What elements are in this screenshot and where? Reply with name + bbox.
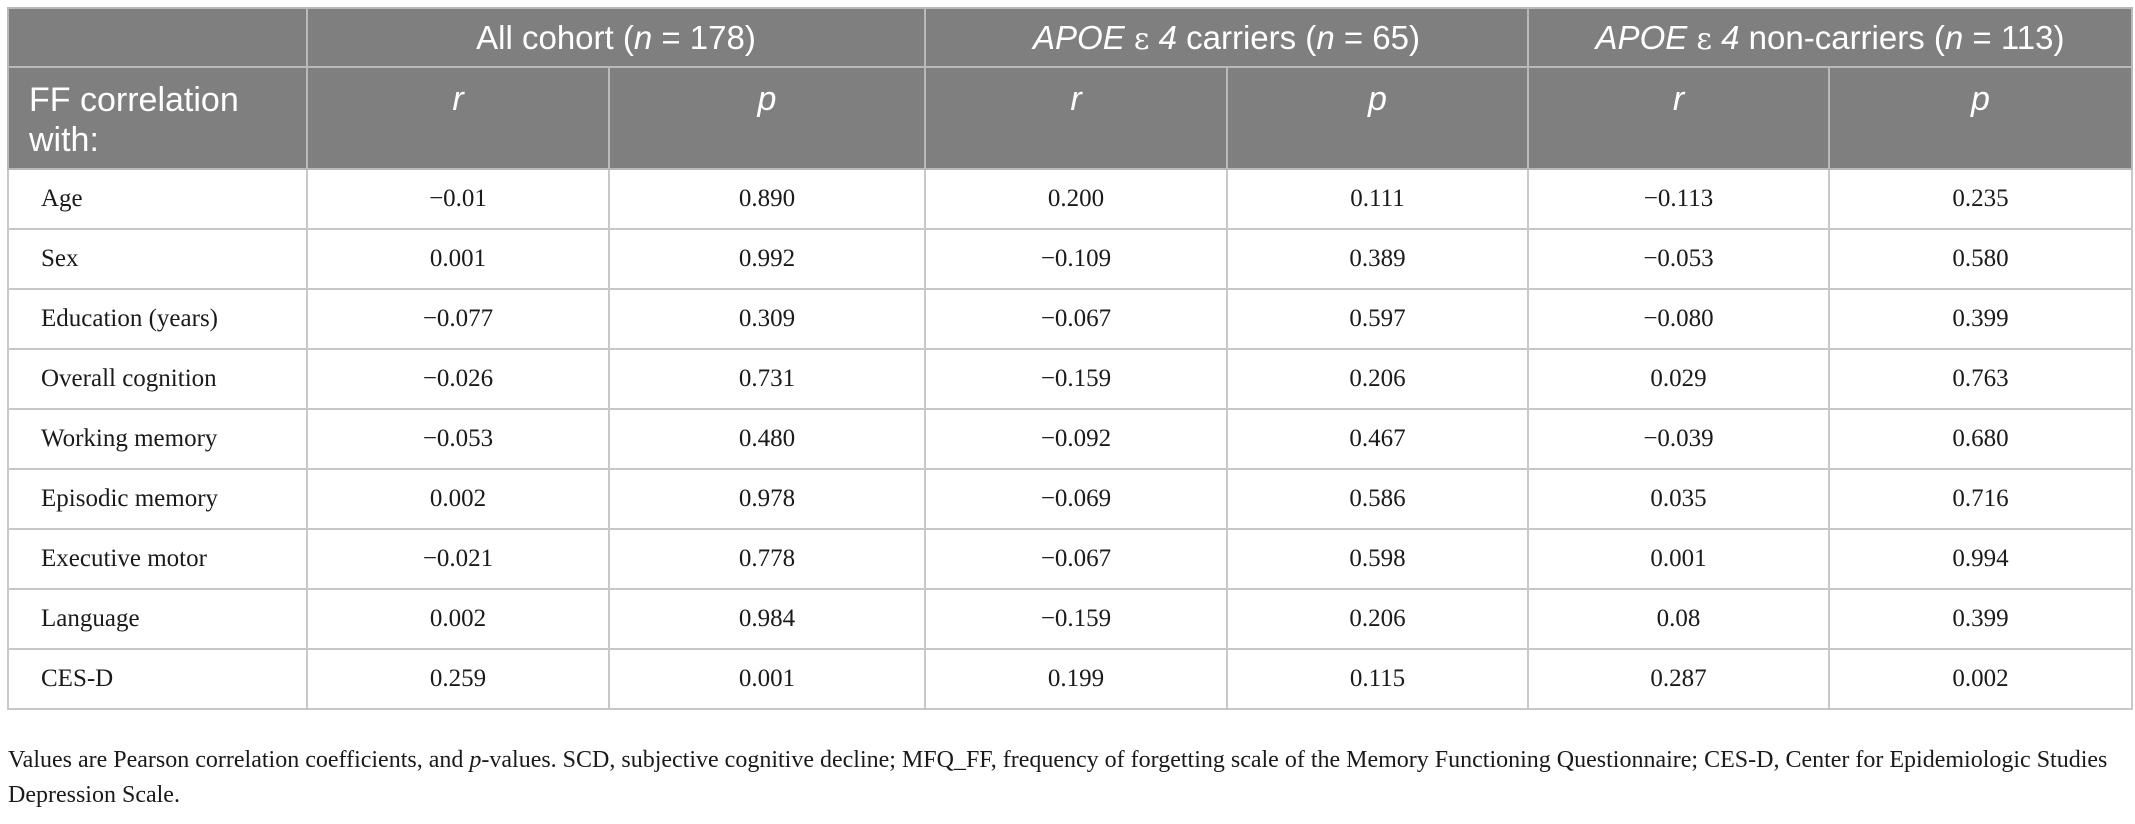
table-row: Sex 0.001 0.992 −0.109 0.389 −0.053 0.580: [7, 228, 2134, 290]
cell-p-value: 0.206: [1226, 348, 1529, 410]
cell-p-value: 0.115: [1226, 648, 1529, 710]
table-row: Working memory −0.053 0.480 −0.092 0.467 −0.0…: [7, 408, 2134, 470]
table-row: Episodic memory 0.002 0.978 −0.069 0.586 0.03…: [7, 468, 2134, 530]
table-row: Language 0.002 0.984 −0.159 0.206 0.08 0.399: [7, 588, 2134, 650]
cell-r-value: −0.067: [924, 528, 1228, 590]
cell-p-value: 0.480: [608, 408, 926, 470]
row-header-label: FF correlation with:: [7, 66, 308, 170]
cell-p-value: 0.389: [1226, 228, 1529, 290]
table-row: Age −0.01 0.890 0.200 0.111 −0.113 0.235: [7, 168, 2134, 230]
cell-p-value: 0.206: [1226, 588, 1529, 650]
correlation-table: All cohort (n = 178) APOE ε 4 carriers (…: [7, 7, 2134, 710]
cell-r-value: −0.021: [306, 528, 610, 590]
table-row: Executive motor −0.021 0.778 −0.067 0.598 0.0…: [7, 528, 2134, 590]
cell-r-value: −0.159: [924, 588, 1228, 650]
row-label: Executive motor: [7, 528, 308, 590]
column-header-row: FF correlation with: r p r p r p: [7, 66, 2134, 170]
column-header-r: r: [924, 66, 1228, 170]
cell-p-value: 0.580: [1827, 228, 2134, 290]
cell-p-value: 0.467: [1226, 408, 1529, 470]
row-label: Working memory: [7, 408, 308, 470]
cell-r-value: 0.029: [1527, 348, 1830, 410]
cell-r-value: 0.200: [924, 168, 1228, 230]
cell-r-value: 0.035: [1527, 468, 1830, 530]
cell-r-value: 0.001: [306, 228, 610, 290]
column-header-p: p: [608, 66, 926, 170]
cell-p-value: 0.731: [608, 348, 926, 410]
cell-p-value: 0.002: [1827, 648, 2134, 710]
row-label: Overall cognition: [7, 348, 308, 410]
group-header-carriers: APOE ε 4 carriers (n = 65): [924, 7, 1529, 68]
cell-p-value: 0.001: [608, 648, 926, 710]
cell-p-value: 0.992: [608, 228, 926, 290]
table-footnote: Values are Pearson correlation coefficie…: [8, 747, 2108, 808]
cell-p-value: 0.763: [1827, 348, 2134, 410]
row-label: Episodic memory: [7, 468, 308, 530]
cell-r-value: 0.199: [924, 648, 1228, 710]
table-row: CES-D 0.259 0.001 0.199 0.115 0.287 0.002: [7, 648, 2134, 710]
cell-r-value: 0.002: [306, 468, 610, 530]
cell-p-value: 0.111: [1226, 168, 1529, 230]
column-header-r: r: [1527, 66, 1830, 170]
cell-p-value: 0.586: [1226, 468, 1529, 530]
cell-p-value: 0.399: [1827, 588, 2134, 650]
cell-p-value: 0.890: [608, 168, 926, 230]
cell-p-value: 0.984: [608, 588, 926, 650]
cell-r-value: 0.259: [306, 648, 610, 710]
cell-r-value: −0.109: [924, 228, 1228, 290]
group-header-non-carriers: APOE ε 4 non-carriers (n = 113): [1526, 7, 2134, 68]
header-corner: [7, 7, 308, 68]
column-header-p: p: [1827, 66, 2134, 170]
cell-p-value: 0.716: [1827, 468, 2134, 530]
cell-r-value: −0.053: [306, 408, 610, 470]
cell-r-value: 0.001: [1527, 528, 1830, 590]
column-header-p: p: [1226, 66, 1529, 170]
cell-r-value: 0.08: [1527, 588, 1830, 650]
cell-p-value: 0.399: [1827, 288, 2134, 350]
cell-p-value: 0.598: [1226, 528, 1529, 590]
cell-p-value: 0.978: [608, 468, 926, 530]
row-label: Sex: [7, 228, 308, 290]
table-row: Education (years) −0.077 0.309 −0.067 0.597−…: [7, 288, 2134, 350]
cell-p-value: 0.778: [608, 528, 926, 590]
cell-r-value: −0.113: [1527, 168, 1830, 230]
cell-p-value: 0.309: [608, 288, 926, 350]
group-header-all-cohort: All cohort (n = 178): [306, 7, 926, 68]
row-label: Language: [7, 588, 308, 650]
table-body: Age −0.01 0.890 0.200 0.111 −0.113 0.235 Sex 0.0…: [7, 168, 2134, 710]
cell-r-value: −0.077: [306, 288, 610, 350]
cell-p-value: 0.235: [1827, 168, 2134, 230]
cell-r-value: −0.159: [924, 348, 1228, 410]
cell-r-value: −0.067: [924, 288, 1228, 350]
row-label: Age: [7, 168, 308, 230]
cell-r-value: −0.039: [1527, 408, 1830, 470]
cell-r-value: −0.053: [1527, 228, 1830, 290]
column-header-r: r: [306, 66, 610, 170]
table-row: Overall cognition −0.026 0.731 −0.159 0.206 0…: [7, 348, 2134, 410]
cell-r-value: 0.287: [1527, 648, 1830, 710]
cell-r-value: −0.092: [924, 408, 1228, 470]
row-label: CES-D: [7, 648, 308, 710]
group-header-row: All cohort (n = 178) APOE ε 4 carriers (…: [7, 7, 2134, 68]
cell-r-value: −0.080: [1527, 288, 1830, 350]
cell-r-value: −0.026: [306, 348, 610, 410]
cell-r-value: −0.069: [924, 468, 1228, 530]
cell-p-value: 0.994: [1827, 528, 2134, 590]
row-label: Education (years): [7, 288, 308, 350]
cell-p-value: 0.597: [1226, 288, 1529, 350]
correlation-table-container: All cohort (n = 178) APOE ε 4 carriers (…: [7, 7, 2134, 710]
cell-r-value: −0.01: [306, 168, 610, 230]
cell-r-value: 0.002: [306, 588, 610, 650]
cell-p-value: 0.680: [1827, 408, 2134, 470]
